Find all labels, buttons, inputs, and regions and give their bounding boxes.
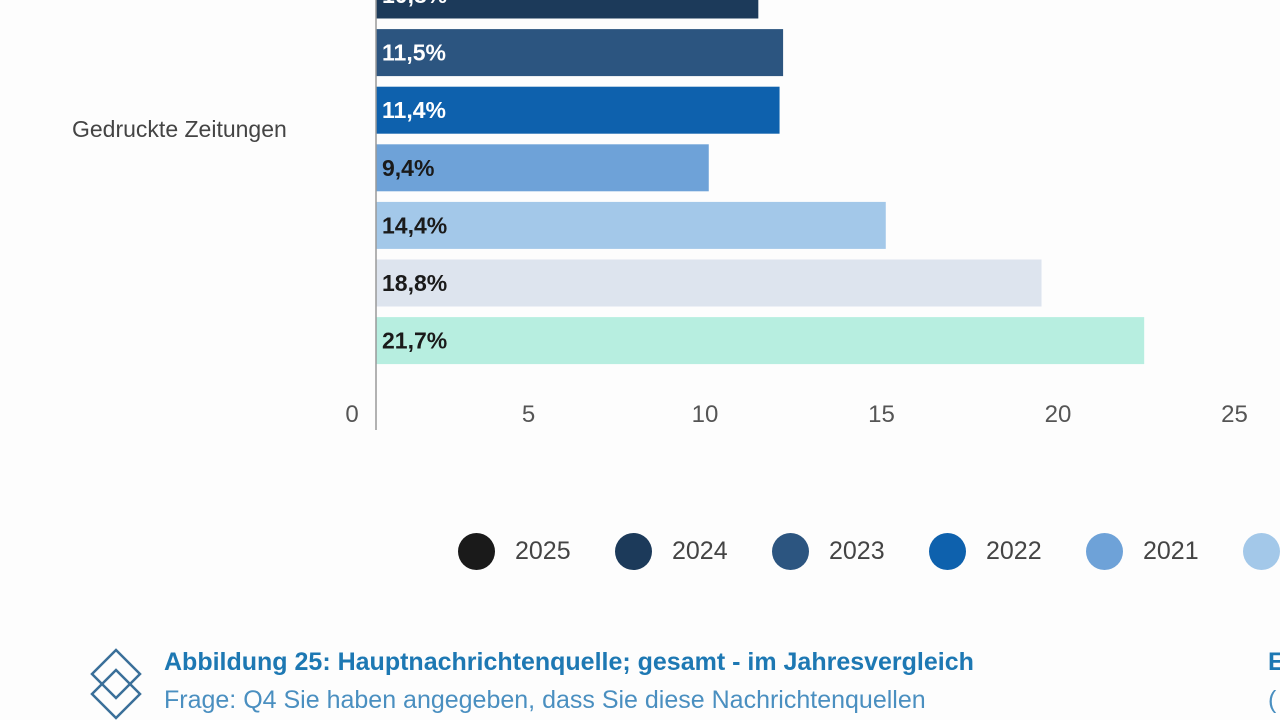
data-label: 11,5% xyxy=(382,40,446,66)
legend-label: 2023 xyxy=(829,536,885,565)
x-tick-label: 5 xyxy=(522,401,535,428)
bar xyxy=(376,0,759,19)
data-label: 21,7% xyxy=(382,328,447,354)
bar xyxy=(376,86,780,134)
bar xyxy=(376,259,1042,307)
bar xyxy=(376,201,886,249)
caption-title: Abbildung 25: Hauptnachrichtenquelle; ge… xyxy=(164,648,974,676)
data-label: 9,4% xyxy=(382,155,434,181)
x-tick-label: 10 xyxy=(692,401,719,428)
next-caption-subtitle: ( xyxy=(1268,686,1277,714)
legend-item[interactable]: 2022 xyxy=(929,532,1056,570)
legend-swatch xyxy=(1086,532,1123,570)
bar xyxy=(376,317,1145,365)
legend-swatch xyxy=(615,532,652,570)
legend-item[interactable]: 2024 xyxy=(615,532,742,570)
x-tick-label: 20 xyxy=(1045,401,1072,428)
next-caption-title: E xyxy=(1268,648,1280,676)
legend-swatch xyxy=(1243,532,1280,570)
legend: 2025 2024 2023 2022 2021 xyxy=(458,531,1280,571)
bar-chart: 10,8% 11,5% 11,4% 9,4% 14,4% 18,8% 21,7% 0 5 10 15… xyxy=(345,0,1248,430)
bar xyxy=(376,29,784,77)
data-label: 18,8% xyxy=(382,270,447,296)
legend-swatch xyxy=(929,532,966,570)
data-label: 11,4% xyxy=(382,97,446,123)
data-label: 14,4% xyxy=(382,212,447,238)
caption-subtitle: Frage: Q4 Sie haben angegeben, dass Sie … xyxy=(164,686,926,714)
legend-swatch xyxy=(772,532,809,570)
legend-label: 2022 xyxy=(986,536,1042,565)
legend-item[interactable]: 2025 xyxy=(458,532,585,570)
x-tick-label: 25 xyxy=(1221,401,1248,428)
category-label: Gedruckte Zeitungen xyxy=(72,116,287,142)
legend-item[interactable] xyxy=(1243,532,1280,570)
legend-label: 2025 xyxy=(515,536,571,565)
data-label: 10,8% xyxy=(382,0,447,8)
x-tick-label: 15 xyxy=(868,401,895,428)
legend-swatch xyxy=(458,532,495,570)
layers-diamond-icon xyxy=(90,648,142,720)
legend-item[interactable]: 2021 xyxy=(1086,532,1213,570)
legend-label: 2021 xyxy=(1143,536,1199,565)
x-tick-label: 0 xyxy=(345,401,358,428)
legend-item[interactable]: 2023 xyxy=(772,532,899,570)
bar xyxy=(376,144,709,192)
legend-label: 2024 xyxy=(672,536,728,565)
